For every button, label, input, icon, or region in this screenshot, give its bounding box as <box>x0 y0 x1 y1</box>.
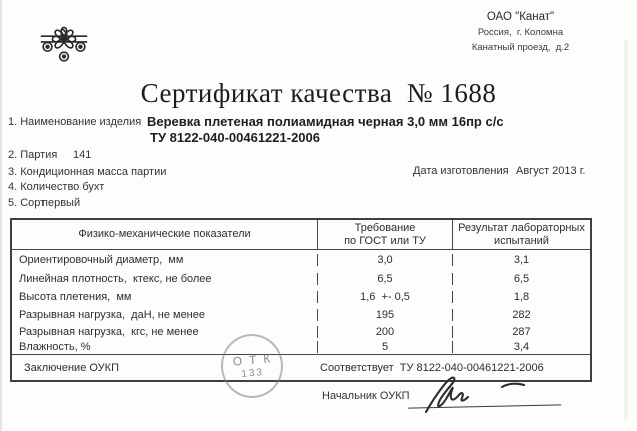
table-row: Разрывная нагрузка, даН, не менее 195 28… <box>12 306 590 324</box>
row-requirement: 1,6 +- 0,5 <box>318 291 453 303</box>
header-requirement-line1: Требование <box>354 221 416 234</box>
row-result: 282 <box>512 309 531 321</box>
signer-title: Начальник ОУКП <box>322 390 410 402</box>
table-row: Разрывная нагрузка, кгс, не менее 200 28… <box>12 324 590 340</box>
company-address: Канатный проезд, д.2 <box>471 42 570 53</box>
row-result: 6,5 <box>513 272 530 285</box>
field-1-label: 1. Наименование изделия <box>8 116 142 128</box>
conclusion-value: Соответствует ТУ 8122-040-00461221-2006 <box>320 362 544 374</box>
signature-scribble-icon <box>424 376 526 414</box>
table-row: Влажность, % 5 3,4 <box>12 340 590 354</box>
row-requirement: 5 <box>318 341 453 353</box>
header-indicators-label: Физико-механические показатели <box>78 228 251 240</box>
row-parameter: Линейная плотность, ктекс, не более <box>12 272 318 285</box>
field-2-label: 2. Партия <box>8 149 58 161</box>
scan-artifact-right <box>624 40 628 420</box>
grade-value: первый <box>42 197 81 209</box>
scan-artifact-left <box>0 0 2 431</box>
conclusion-label: Заключение ОУКП <box>24 362 119 374</box>
row-result: 1,8 <box>513 291 530 303</box>
row-result: 287 <box>512 326 531 338</box>
field-4-label: 4. Количество бухт <box>8 181 105 193</box>
header-result-line1: Результат лабораторных <box>458 221 585 234</box>
header-result: Результат лабораторных испытаний <box>453 220 590 249</box>
product-tu: ТУ 8122-040-00461221-2006 <box>150 130 320 145</box>
row-parameter: Ориентировочный диаметр, мм <box>12 253 318 266</box>
rope-knot-icon <box>40 26 88 62</box>
test-results-table: Физико-механические показатели Требовани… <box>10 218 592 382</box>
row-parameter: Разрывная нагрузка, даН, не менее <box>12 309 318 321</box>
row-requirement: 6,5 <box>318 272 453 285</box>
manufacture-date-label: Дата изготовления <box>413 165 509 177</box>
product-name: Веревка плетеная полиамидная черная 3,0 … <box>147 114 504 129</box>
row-requirement: 200 <box>318 326 453 338</box>
field-3-label: 3. Кондиционная масса партии <box>8 166 167 178</box>
field-5-label: 5. Сорт <box>8 197 46 209</box>
table-row: Линейная плотность, ктекс, не более 6,5 … <box>12 269 590 288</box>
header-requirement-line2: по ГОСТ или ТУ <box>344 234 426 247</box>
row-parameter: Высота плетения, мм <box>12 291 318 303</box>
header-result-line2: испытаний <box>494 234 549 247</box>
header-requirement: Требование по ГОСТ или ТУ <box>318 220 453 249</box>
row-parameter: Влажность, % <box>12 341 318 353</box>
table-row: Ориентировочный диаметр, мм 3,0 3,1 <box>12 250 590 269</box>
table-header-row: Физико-механические показатели Требовани… <box>12 220 590 250</box>
certificate-title: Сертификат качества № 1688 <box>140 78 497 108</box>
conclusion-row: Заключение ОУКП Соответствует ТУ 8122-04… <box>12 354 590 381</box>
batch-number: 141 <box>73 149 92 161</box>
header-indicators: Физико-механические показатели <box>12 220 318 249</box>
table-row: Высота плетения, мм 1,6 +- 0,5 1,8 <box>12 288 590 306</box>
row-result: 3,1 <box>513 253 530 266</box>
manufacture-date-value: Август 2013 г. <box>516 165 586 177</box>
company-location: Россия, г. Коломна <box>477 27 564 38</box>
row-requirement: 195 <box>318 309 453 321</box>
row-parameter: Разрывная нагрузка, кгс, не менее <box>12 326 318 338</box>
company-logo <box>33 10 95 77</box>
stamp-line1: ОТК <box>232 350 278 369</box>
company-block: ОАО "Канат" Россия, г. Коломна Канатный … <box>418 10 623 55</box>
company-name: ОАО "Канат" <box>486 11 555 23</box>
row-requirement: 3,0 <box>318 253 453 266</box>
stamp-line2: 133 <box>240 367 265 380</box>
row-result: 3,4 <box>513 341 530 353</box>
